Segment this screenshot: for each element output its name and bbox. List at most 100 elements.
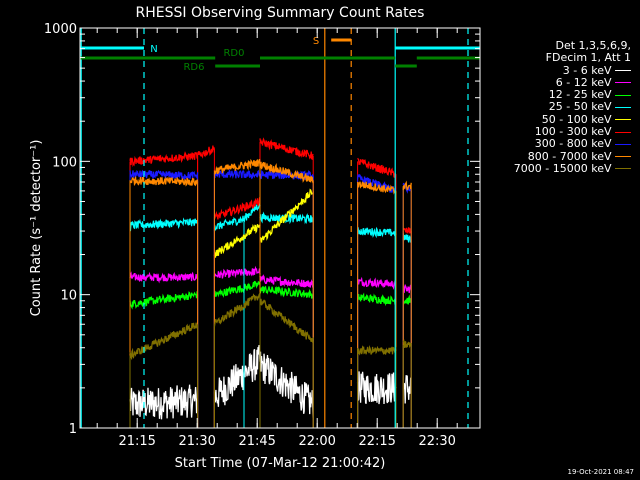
legend-swatch: [615, 82, 631, 84]
series-trace: [356, 181, 397, 195]
series-trace: [356, 345, 397, 356]
series-trace: [259, 298, 314, 343]
series-trace: [129, 322, 199, 361]
series-trace: [243, 201, 261, 223]
legend-item-label: 3 - 6 keV: [562, 63, 615, 77]
y-axis-label: Count Rate (s⁻¹ detector⁻¹): [29, 140, 44, 317]
legend-header-line: FDecim 1, Att 1: [545, 51, 631, 65]
series-trace: [129, 384, 199, 420]
legend-item: 100 - 300 keV: [486, 125, 631, 139]
legend-item: 300 - 800 keV: [486, 138, 631, 150]
x-tick-label: 22:15: [358, 434, 395, 449]
legend-swatch: [615, 143, 631, 145]
series-trace: [402, 283, 412, 294]
legend-swatch: [615, 94, 631, 96]
vertical-marker-layer: [80, 28, 469, 428]
x-axis-label: Start Time (07-Mar-12 21:00:42): [175, 456, 386, 471]
x-tick-label: 21:30: [178, 434, 215, 449]
legend-item-label: 50 - 100 keV: [541, 112, 615, 126]
legend-item-label: 25 - 50 keV: [548, 100, 615, 114]
footer-date: 19-Oct-2021 08:47: [567, 468, 634, 476]
series-trace: [259, 137, 314, 161]
legend-swatch: [615, 131, 631, 133]
plot-frame: [79, 27, 481, 429]
series-trace: [259, 161, 314, 184]
legend: Det 1,3,5,6,9, FDecim 1, Att 1 3 - 6 keV…: [486, 39, 631, 176]
flag-rd0: RD0: [80, 48, 480, 60]
legend-item: 3 - 6 keV: [486, 63, 631, 77]
legend-item-label: 300 - 800 keV: [534, 137, 615, 151]
series-trace: [357, 226, 397, 239]
series-trace: [129, 217, 199, 232]
flag-label: RD6: [183, 62, 204, 73]
series-trace: [213, 345, 261, 407]
x-tick-label: 22:00: [298, 434, 335, 449]
x-tick-label: 22:30: [418, 434, 455, 449]
legend-item: 7000 - 15000 keV: [486, 161, 631, 175]
series-trace: [357, 157, 397, 179]
legend-item-label: 12 - 25 keV: [548, 88, 615, 102]
legend-items: 3 - 6 keV 6 - 12 keV 12 - 25 keV 25 - 50…: [486, 63, 631, 176]
legend-item: 6 - 12 keV: [486, 75, 631, 89]
series-trace: [402, 180, 412, 191]
series-trace: [402, 294, 412, 306]
series-trace: [129, 176, 199, 187]
series-trace: [356, 276, 397, 290]
series-trace: [356, 292, 397, 307]
series-trace: [213, 292, 261, 327]
flag-layer: N S RD0 RD6: [80, 36, 480, 73]
series-trace: [213, 215, 245, 232]
y-tick-label: 100: [52, 155, 77, 170]
series-trace: [213, 265, 261, 279]
flag-rd6: RD6: [183, 62, 417, 73]
flag-n: N: [80, 44, 480, 55]
flag-label: RD0: [223, 48, 244, 59]
series-7000-15000-kev: [129, 292, 412, 428]
series-trace: [259, 211, 314, 225]
chart-title: RHESSI Observing Summary Count Rates: [136, 5, 425, 21]
flag-s: S: [313, 36, 352, 47]
series-trace: [402, 375, 412, 404]
legend-item: 12 - 25 keV: [486, 89, 631, 101]
x-tick-label: 21:15: [118, 434, 155, 449]
legend-header-line: Det 1,3,5,6,9,: [555, 39, 631, 52]
series-trace: [356, 371, 397, 405]
y-tick-label: 1: [69, 422, 77, 437]
legend-item-label: 800 - 7000 keV: [527, 149, 615, 163]
legend-item: 50 - 100 keV: [486, 112, 631, 126]
series-trace: [197, 145, 216, 159]
series-trace: [259, 274, 314, 289]
series-trace: [213, 158, 261, 175]
legend-item: 25 - 50 keV: [486, 101, 631, 113]
series-trace: [402, 338, 412, 349]
y-tick-label: 1000: [44, 22, 77, 37]
legend-item: 800 - 7000 keV: [486, 149, 631, 163]
series-trace: [259, 188, 314, 243]
axis-layer: 1 10 100 1000 21:15 21:30 21:45 22:00 22:15 22:30: [44, 22, 481, 449]
legend-swatch: [615, 168, 631, 170]
series-trace: [259, 285, 314, 299]
legend-item-label: 6 - 12 keV: [555, 75, 615, 89]
flag-label: N: [150, 44, 157, 55]
legend-item-label: 7000 - 15000 keV: [513, 161, 615, 175]
legend-swatch: [615, 106, 631, 108]
series-trace: [129, 169, 199, 180]
series-trace: [214, 197, 261, 220]
y-tick-label: 10: [60, 289, 77, 304]
legend-swatch: [615, 156, 631, 158]
series-trace: [129, 291, 199, 310]
flag-label: S: [313, 36, 319, 47]
series-trace: [259, 351, 314, 421]
x-tick-label: 21:45: [238, 434, 275, 449]
series-trace: [129, 151, 199, 168]
series-trace: [213, 223, 261, 258]
legend-swatch: [615, 70, 631, 72]
legend-item-label: 100 - 300 keV: [534, 125, 615, 139]
series-layer: [129, 137, 412, 428]
legend-swatch: [615, 119, 631, 121]
series-trace: [213, 168, 314, 181]
series-trace: [402, 233, 412, 243]
series-trace: [129, 271, 199, 284]
series-trace: [402, 227, 412, 234]
